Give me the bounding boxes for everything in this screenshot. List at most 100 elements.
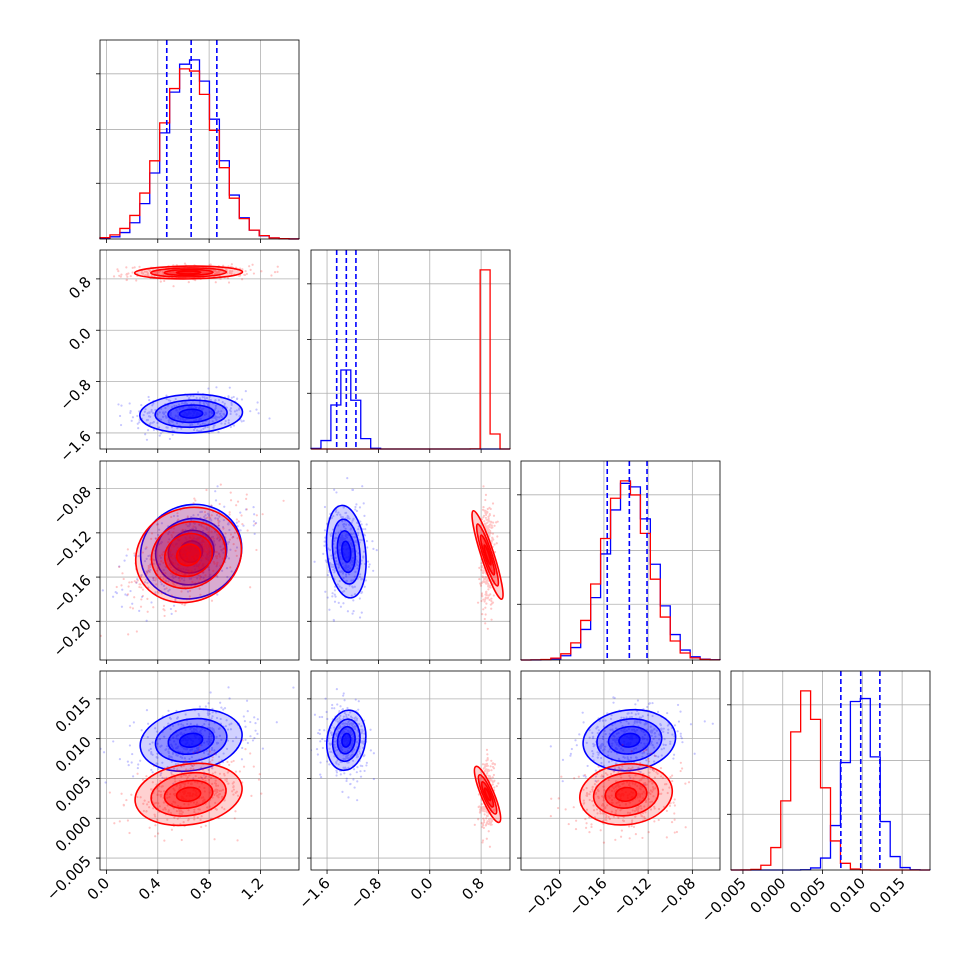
scatter-point	[338, 725, 341, 728]
scatter-point	[186, 524, 189, 528]
scatter-point	[483, 617, 486, 621]
scatter-point	[351, 737, 354, 741]
scatter-point	[636, 784, 639, 788]
scatter-point	[151, 421, 154, 424]
scatter-point	[183, 783, 186, 786]
contour-series-1	[341, 540, 352, 563]
scatter-point	[180, 427, 183, 430]
scatter-point	[206, 516, 209, 519]
scatter-point	[167, 722, 170, 725]
scatter-point	[478, 811, 482, 814]
scatter-point	[361, 485, 364, 488]
scatter-point	[644, 799, 647, 802]
scatter-point	[625, 781, 629, 784]
scatter-point	[232, 543, 235, 546]
density-fill	[341, 541, 351, 563]
scatter-point	[196, 391, 200, 394]
scatter-point	[375, 549, 378, 552]
scatter-point	[203, 729, 207, 732]
contour-series-1	[139, 393, 244, 434]
scatter-point	[187, 769, 190, 772]
scatter-point	[207, 545, 210, 548]
scatter-point	[132, 721, 135, 724]
scatter-point	[481, 763, 485, 766]
scatter-point	[201, 541, 204, 544]
scatter-point	[607, 795, 610, 798]
scatter-point	[485, 581, 489, 584]
scatter-point	[209, 776, 213, 780]
scatter-point	[652, 795, 655, 798]
scatter-point	[353, 585, 356, 588]
scatter-point	[156, 413, 159, 416]
scatter-point	[156, 793, 159, 797]
scatter-point	[174, 763, 178, 766]
scatter-point	[187, 751, 190, 754]
scatter-point	[594, 779, 597, 783]
scatter-point	[174, 559, 178, 562]
scatter-point	[354, 716, 357, 719]
scatter-point	[360, 577, 363, 580]
scatter-point	[162, 801, 165, 804]
scatter-point	[191, 527, 194, 530]
scatter-point	[331, 703, 334, 707]
scatter-point	[626, 769, 629, 772]
scatter-point	[358, 597, 361, 600]
scatter-point	[641, 815, 644, 818]
scatter-point	[154, 591, 157, 594]
contour-series-2	[150, 267, 228, 278]
scatter-point	[276, 270, 279, 274]
scatter-point	[485, 822, 488, 825]
panel-1-1	[307, 250, 510, 453]
scatter-point	[488, 778, 491, 781]
scatter-point	[651, 744, 654, 747]
scatter-point	[352, 722, 355, 725]
scatter-point	[666, 711, 669, 715]
scatter-point	[260, 792, 263, 795]
axes-frame	[99, 39, 300, 240]
scatter-point	[115, 585, 118, 589]
scatter-point	[610, 801, 613, 804]
scatter-point	[628, 825, 631, 828]
scatter-point	[156, 793, 159, 796]
scatter-point	[351, 560, 354, 563]
scatter-point	[145, 573, 148, 577]
scatter-point	[492, 773, 496, 777]
scatter-point	[154, 801, 158, 804]
scatter-point	[217, 727, 221, 730]
scatter-point	[343, 712, 346, 715]
scatter-point	[181, 418, 185, 421]
scatter-point	[223, 707, 227, 710]
scatter-point	[484, 613, 487, 616]
scatter-point	[208, 537, 211, 541]
scatter-point	[276, 265, 279, 268]
scatter-point	[323, 505, 327, 509]
scatter-point	[157, 767, 160, 770]
scatter-point	[613, 735, 616, 738]
scatter-point	[205, 397, 209, 400]
scatter-point	[213, 752, 216, 755]
scatter-point	[210, 599, 214, 602]
scatter-point	[206, 551, 209, 554]
scatter-point	[481, 809, 485, 812]
scatter-point	[489, 821, 493, 824]
scatter-point	[486, 510, 489, 514]
scatter-point	[145, 578, 148, 581]
scatter-point	[170, 773, 173, 776]
scatter-point	[601, 812, 604, 815]
scatter-point	[627, 783, 631, 787]
scatter-point	[487, 584, 490, 587]
scatter-point	[610, 789, 614, 792]
scatter-point	[329, 563, 333, 566]
scatter-point	[626, 811, 630, 814]
scatter-point	[180, 571, 184, 574]
scatter-point	[142, 413, 145, 417]
scatter-point	[354, 505, 357, 509]
scatter-point	[200, 429, 203, 432]
scatter-point	[490, 618, 493, 621]
scatter-point	[230, 722, 233, 725]
scatter-point	[239, 511, 242, 514]
scatter-point	[485, 762, 489, 765]
scatter-point	[175, 754, 178, 757]
scatter-point	[189, 577, 193, 580]
scatter-point	[169, 271, 172, 274]
